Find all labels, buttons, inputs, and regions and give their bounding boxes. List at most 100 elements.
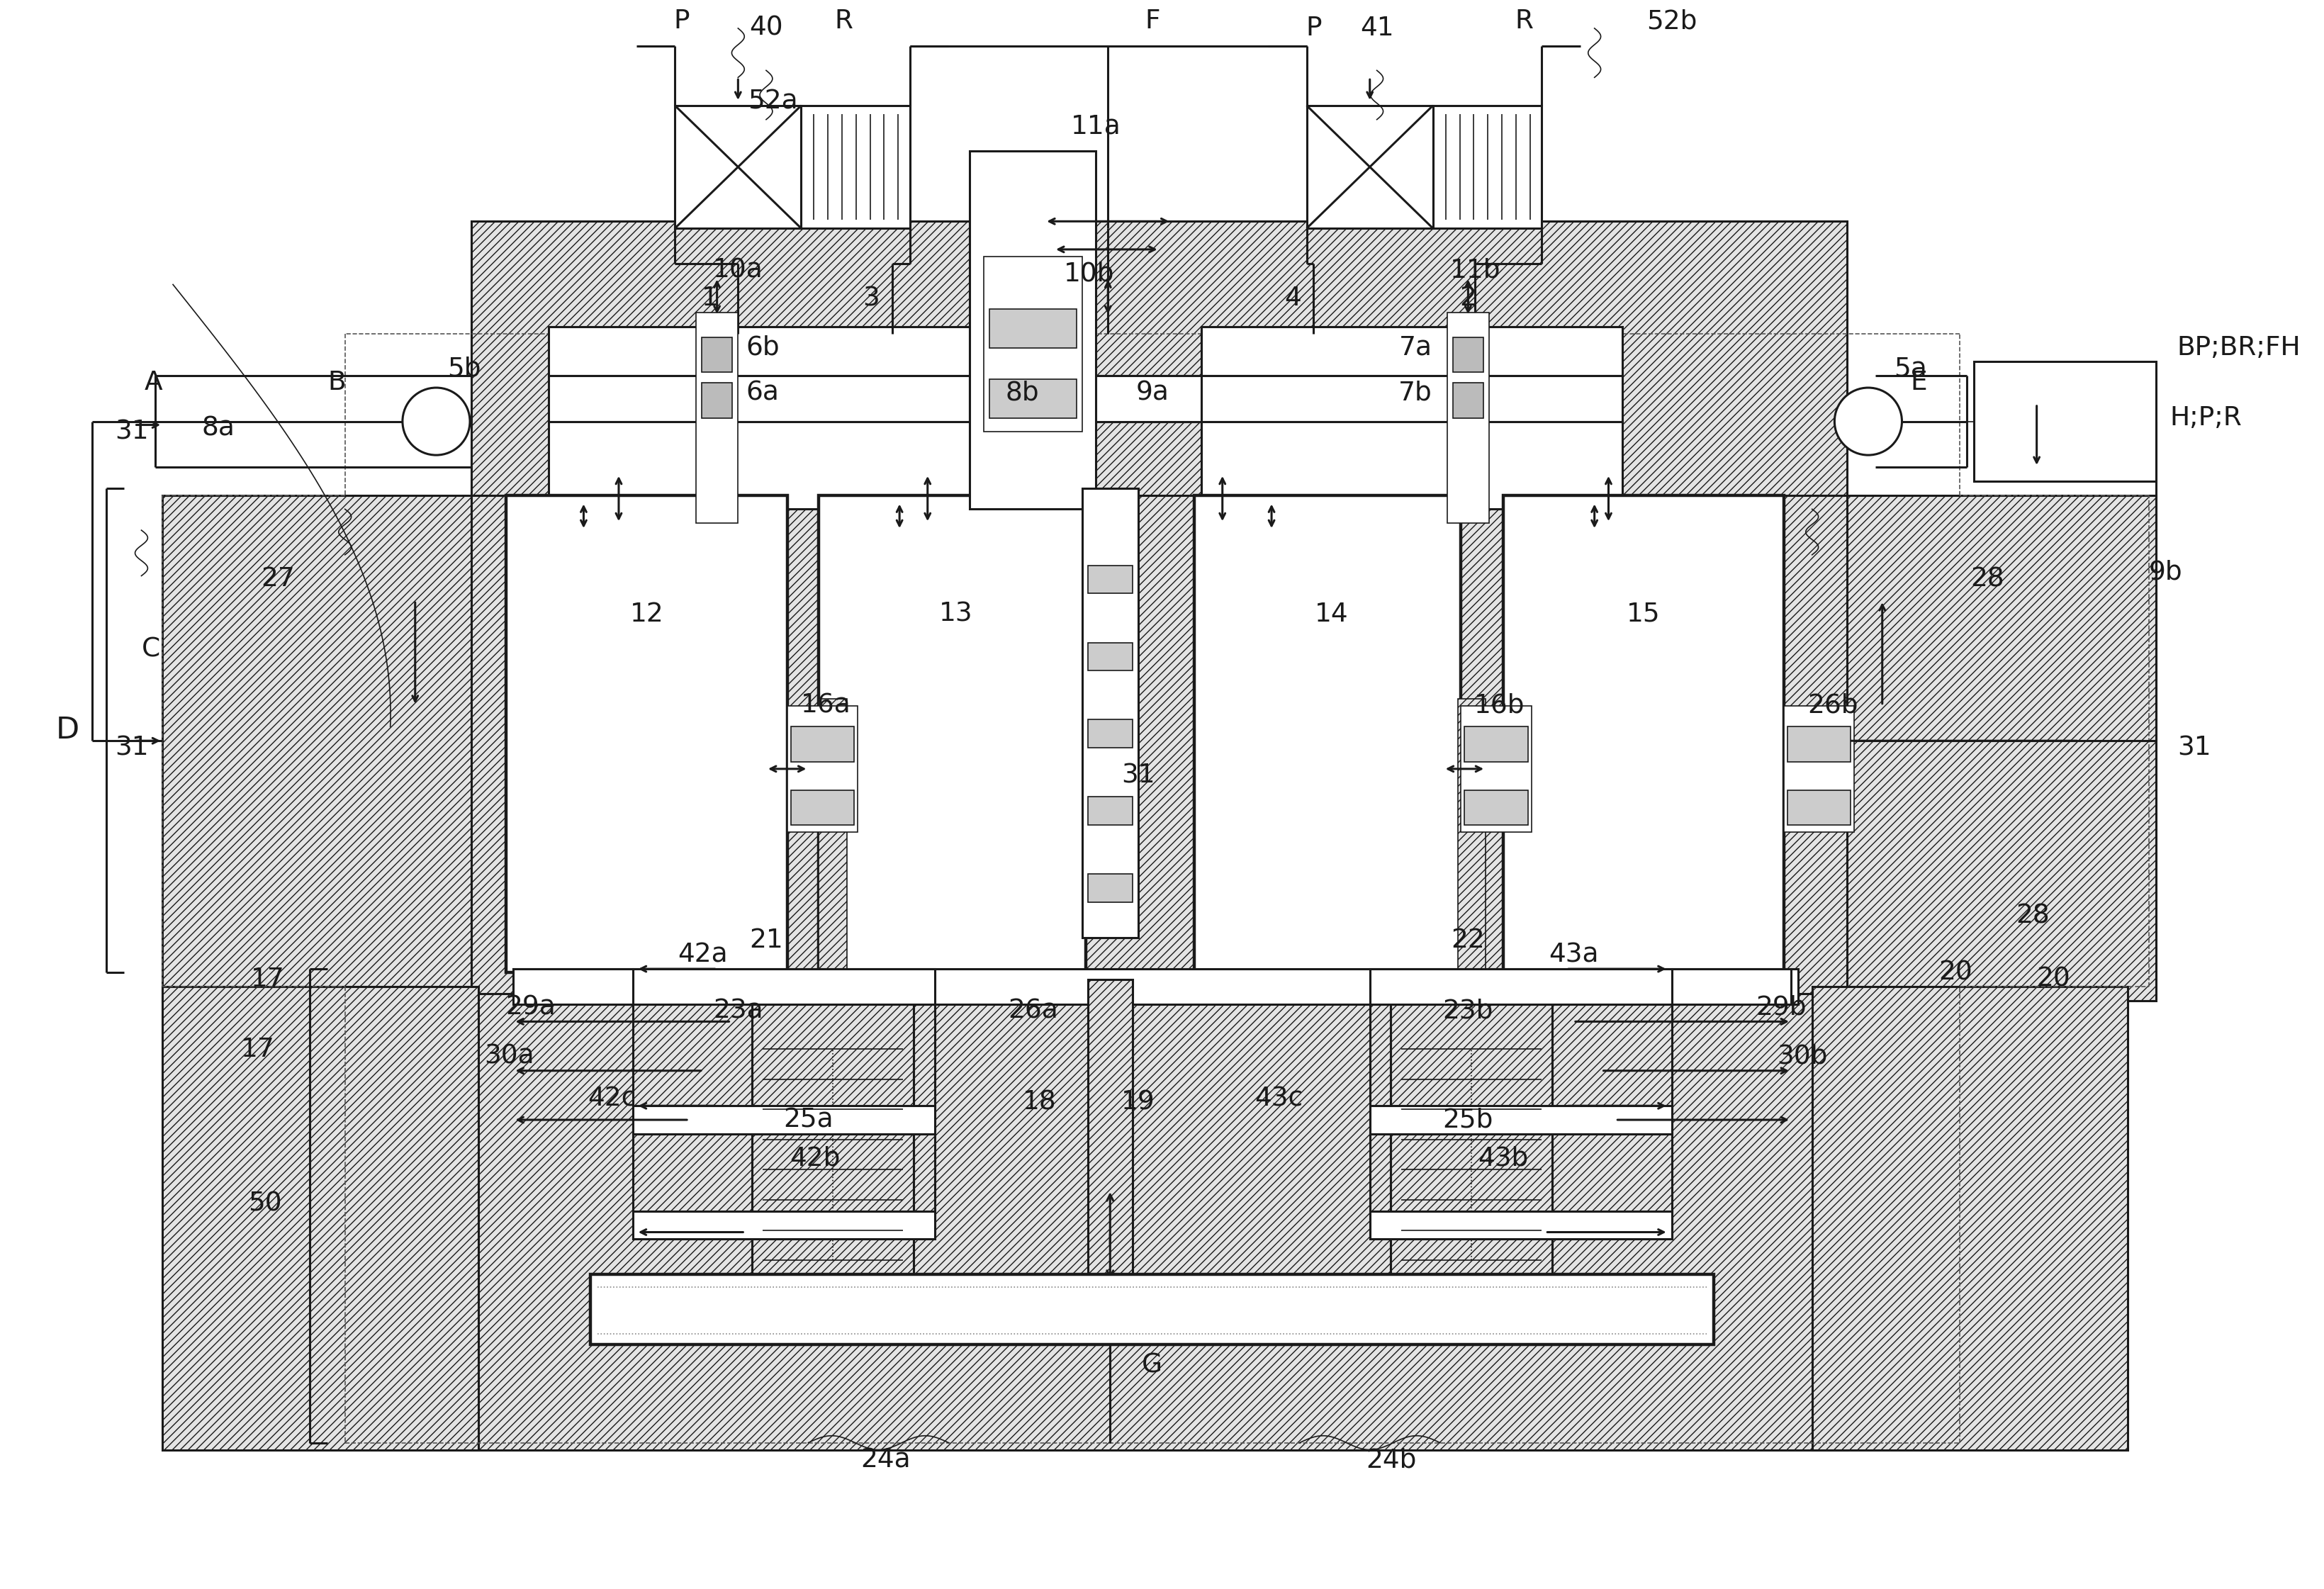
Text: 23b: 23b: [1443, 998, 1494, 1023]
Bar: [674, 105, 802, 229]
Text: 6b: 6b: [746, 335, 779, 361]
Text: D: D: [56, 715, 79, 745]
Bar: [1434, 105, 1541, 229]
Bar: [969, 375, 1202, 421]
Text: 3: 3: [862, 286, 881, 311]
Text: 30a: 30a: [483, 1044, 535, 1069]
Text: E: E: [1910, 370, 1927, 396]
Text: 29a: 29a: [504, 995, 555, 1020]
Text: 31: 31: [114, 419, 149, 445]
Bar: [1390, 1001, 1552, 1281]
Text: 42c: 42c: [588, 1085, 637, 1112]
Text: 31: 31: [1120, 763, 1155, 788]
Bar: [1462, 706, 1532, 833]
Text: 13: 13: [939, 602, 971, 628]
Text: 12: 12: [630, 602, 665, 628]
Text: 52a: 52a: [748, 89, 797, 114]
Text: 15: 15: [1627, 602, 1659, 628]
Text: 5a: 5a: [1894, 356, 1927, 381]
Bar: [514, 969, 632, 1004]
Text: 21: 21: [748, 928, 783, 953]
Bar: [1097, 375, 1204, 421]
Text: 26b: 26b: [1808, 693, 1859, 718]
Text: 14: 14: [1315, 602, 1348, 628]
Text: 6a: 6a: [746, 380, 779, 407]
Bar: [548, 327, 969, 375]
Text: 43b: 43b: [1478, 1146, 1529, 1171]
Text: 24b: 24b: [1367, 1448, 1415, 1473]
Text: 25b: 25b: [1443, 1108, 1494, 1133]
Bar: [1457, 699, 1485, 972]
Text: 28: 28: [1971, 567, 2006, 593]
Text: 7b: 7b: [1399, 380, 1432, 407]
Bar: [753, 1001, 913, 1281]
Text: R: R: [1515, 8, 1534, 33]
Bar: [790, 726, 853, 761]
Bar: [1369, 969, 1671, 1004]
Text: 8b: 8b: [1006, 380, 1039, 407]
Text: 20: 20: [1938, 960, 1973, 985]
Bar: [597, 1279, 1706, 1340]
Bar: [1785, 706, 1855, 833]
Text: 17: 17: [251, 966, 286, 992]
Text: 18: 18: [1023, 1090, 1057, 1115]
Bar: [753, 1001, 913, 1281]
Bar: [1973, 362, 2157, 481]
Bar: [1088, 979, 1132, 1281]
Text: 7a: 7a: [1399, 335, 1432, 361]
Bar: [1813, 987, 2129, 1449]
Text: 2: 2: [1459, 286, 1476, 311]
Bar: [1464, 790, 1527, 825]
Bar: [1088, 798, 1132, 825]
Bar: [802, 105, 911, 229]
Text: 23a: 23a: [713, 998, 762, 1023]
Text: BP;BR;FH: BP;BR;FH: [2178, 335, 2301, 361]
Bar: [548, 375, 969, 421]
Bar: [969, 151, 1097, 508]
Bar: [1195, 496, 1462, 972]
Bar: [1452, 337, 1483, 372]
Bar: [1448, 313, 1490, 523]
Bar: [1369, 1211, 1671, 1239]
Text: 5b: 5b: [449, 356, 481, 381]
Text: 19: 19: [1120, 1090, 1155, 1115]
Text: 29b: 29b: [1757, 995, 1806, 1020]
Bar: [1813, 496, 2157, 1001]
Bar: [1088, 720, 1132, 748]
Bar: [1376, 972, 1566, 1001]
Circle shape: [402, 388, 469, 454]
Bar: [1202, 421, 1622, 508]
Bar: [1088, 566, 1132, 593]
Bar: [1202, 327, 1622, 375]
Text: 31: 31: [2178, 736, 2210, 761]
Text: 22: 22: [1450, 928, 1485, 953]
Text: 8a: 8a: [202, 416, 235, 442]
Bar: [739, 972, 927, 1001]
Bar: [702, 383, 732, 418]
Bar: [1671, 969, 1792, 1004]
Bar: [1504, 496, 1785, 972]
Text: 28: 28: [2015, 904, 2050, 930]
Bar: [788, 706, 858, 833]
Bar: [983, 256, 1083, 432]
Text: 9a: 9a: [1136, 380, 1169, 407]
Text: 41: 41: [1360, 16, 1394, 41]
Bar: [548, 421, 969, 508]
Text: P: P: [674, 8, 690, 33]
Text: 30b: 30b: [1778, 1044, 1827, 1069]
Text: 4: 4: [1285, 286, 1301, 311]
Bar: [818, 699, 846, 972]
Text: 42b: 42b: [790, 1146, 841, 1171]
Bar: [990, 310, 1076, 348]
Text: A: A: [144, 370, 163, 396]
Text: R: R: [834, 8, 853, 33]
Text: 27: 27: [260, 567, 295, 593]
Text: 10a: 10a: [713, 257, 762, 283]
Text: 1: 1: [702, 286, 718, 311]
Bar: [163, 987, 479, 1449]
Bar: [632, 1106, 934, 1135]
Text: 11a: 11a: [1071, 114, 1120, 140]
Bar: [990, 380, 1076, 418]
Bar: [632, 969, 934, 1004]
Bar: [1088, 642, 1132, 671]
